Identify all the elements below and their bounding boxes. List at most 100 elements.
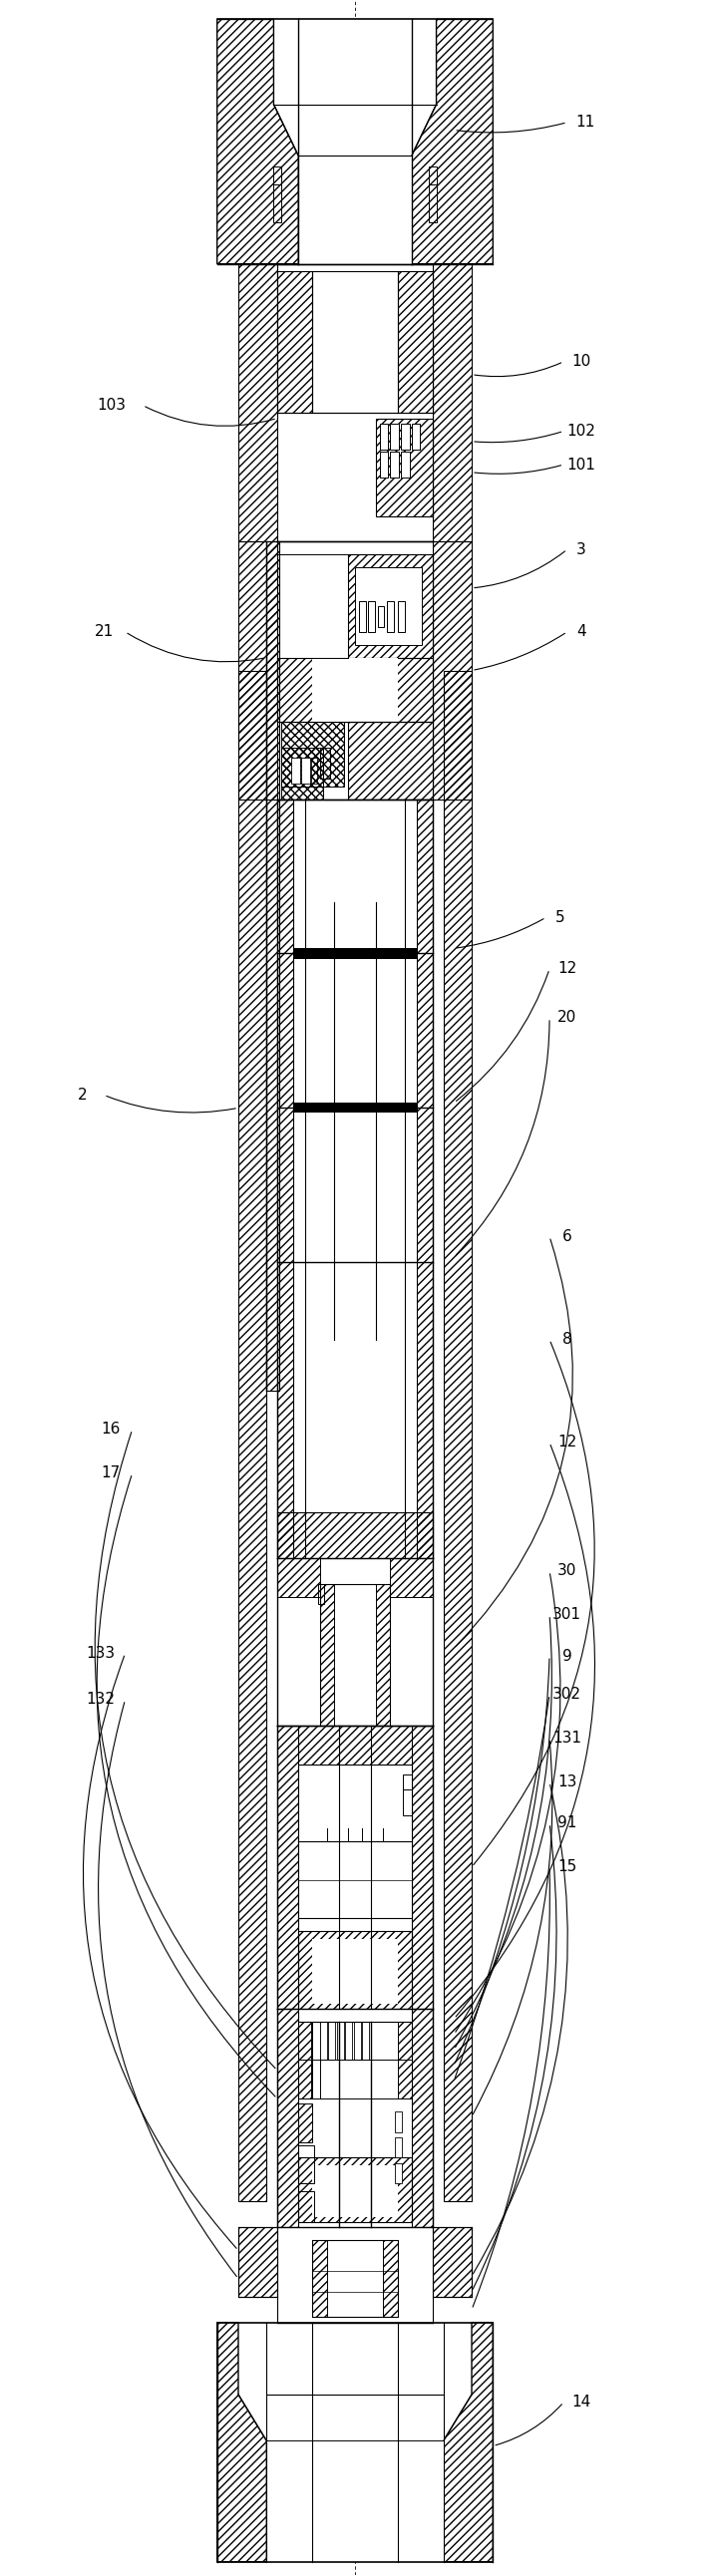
- Bar: [398, 2022, 412, 2099]
- Text: 302: 302: [552, 1687, 581, 1703]
- Bar: [312, 657, 398, 721]
- Bar: [383, 2241, 398, 2318]
- Bar: [328, 2022, 335, 2061]
- Bar: [391, 422, 399, 448]
- Bar: [376, 417, 433, 515]
- Bar: [293, 948, 417, 958]
- Bar: [312, 2241, 327, 2318]
- Bar: [348, 721, 433, 799]
- Text: 101: 101: [567, 456, 596, 471]
- Text: 3: 3: [577, 541, 586, 556]
- Bar: [430, 183, 437, 222]
- Text: 12: 12: [557, 1435, 577, 1450]
- Text: 16: 16: [102, 1422, 121, 1437]
- Bar: [298, 2105, 312, 2143]
- Bar: [320, 1584, 391, 1726]
- Bar: [312, 2022, 320, 2099]
- Bar: [401, 422, 410, 448]
- Bar: [239, 2228, 277, 2298]
- Bar: [277, 657, 433, 721]
- Bar: [403, 1775, 412, 1790]
- Text: 11: 11: [575, 116, 594, 129]
- Bar: [391, 451, 399, 477]
- Bar: [433, 263, 471, 541]
- Text: 131: 131: [552, 1731, 581, 1747]
- Bar: [378, 605, 384, 626]
- Bar: [280, 721, 344, 786]
- Bar: [298, 2192, 314, 2223]
- Text: 91: 91: [557, 1816, 577, 1832]
- Text: 12: 12: [557, 961, 577, 976]
- Bar: [312, 2166, 398, 2218]
- Bar: [266, 2324, 444, 2561]
- Bar: [395, 2138, 402, 2159]
- Bar: [312, 2241, 398, 2318]
- Text: 103: 103: [97, 397, 126, 412]
- Text: 5: 5: [555, 909, 565, 925]
- Bar: [280, 747, 323, 799]
- Text: 8: 8: [562, 1332, 572, 1347]
- Text: 4: 4: [577, 623, 586, 639]
- Bar: [298, 1765, 412, 1919]
- Bar: [433, 2228, 471, 2298]
- Bar: [298, 21, 412, 103]
- Bar: [298, 2159, 412, 2223]
- Bar: [391, 1558, 433, 1597]
- Bar: [273, 183, 280, 222]
- Text: 20: 20: [557, 1010, 577, 1025]
- Text: 30: 30: [557, 1564, 577, 1579]
- Bar: [412, 422, 420, 448]
- Bar: [362, 2022, 369, 2061]
- Bar: [239, 670, 266, 2202]
- Bar: [387, 600, 394, 631]
- Bar: [345, 2022, 352, 2061]
- Text: 21: 21: [94, 623, 114, 639]
- Bar: [273, 165, 280, 183]
- Bar: [403, 1790, 412, 1816]
- Text: 13: 13: [557, 1775, 577, 1790]
- Text: 2: 2: [78, 1087, 87, 1103]
- Bar: [398, 270, 433, 412]
- Text: 14: 14: [572, 2396, 591, 2409]
- Bar: [291, 757, 300, 783]
- Bar: [312, 1940, 398, 2004]
- Text: 301: 301: [552, 1607, 581, 1623]
- Bar: [417, 799, 433, 1558]
- Bar: [293, 1103, 417, 1113]
- Text: 132: 132: [86, 1692, 115, 1708]
- Bar: [312, 270, 398, 412]
- Bar: [277, 1558, 320, 1597]
- Bar: [298, 103, 412, 263]
- Bar: [380, 451, 388, 477]
- Bar: [401, 451, 410, 477]
- Bar: [354, 2022, 361, 2061]
- Bar: [412, 1726, 433, 2009]
- Bar: [298, 1726, 412, 1765]
- Bar: [277, 1512, 433, 1558]
- Bar: [239, 541, 277, 799]
- Bar: [395, 2112, 402, 2133]
- Bar: [277, 541, 433, 799]
- Bar: [277, 1726, 298, 2009]
- Bar: [368, 600, 375, 631]
- Bar: [277, 270, 312, 412]
- Bar: [298, 1932, 412, 2009]
- Text: 6: 6: [562, 1229, 572, 1244]
- Bar: [433, 541, 471, 799]
- Bar: [430, 165, 437, 183]
- Text: 133: 133: [86, 1646, 115, 1662]
- Bar: [277, 2228, 433, 2324]
- Bar: [277, 263, 433, 541]
- Bar: [277, 1558, 433, 1726]
- Text: 9: 9: [562, 1649, 572, 1664]
- Text: 17: 17: [102, 1466, 121, 1481]
- Bar: [277, 799, 293, 1558]
- Text: 102: 102: [567, 422, 596, 438]
- Bar: [359, 600, 366, 631]
- Bar: [355, 567, 422, 644]
- Bar: [348, 554, 433, 657]
- Bar: [301, 757, 310, 783]
- Bar: [337, 2022, 344, 2061]
- Bar: [311, 757, 317, 783]
- Bar: [277, 799, 433, 1558]
